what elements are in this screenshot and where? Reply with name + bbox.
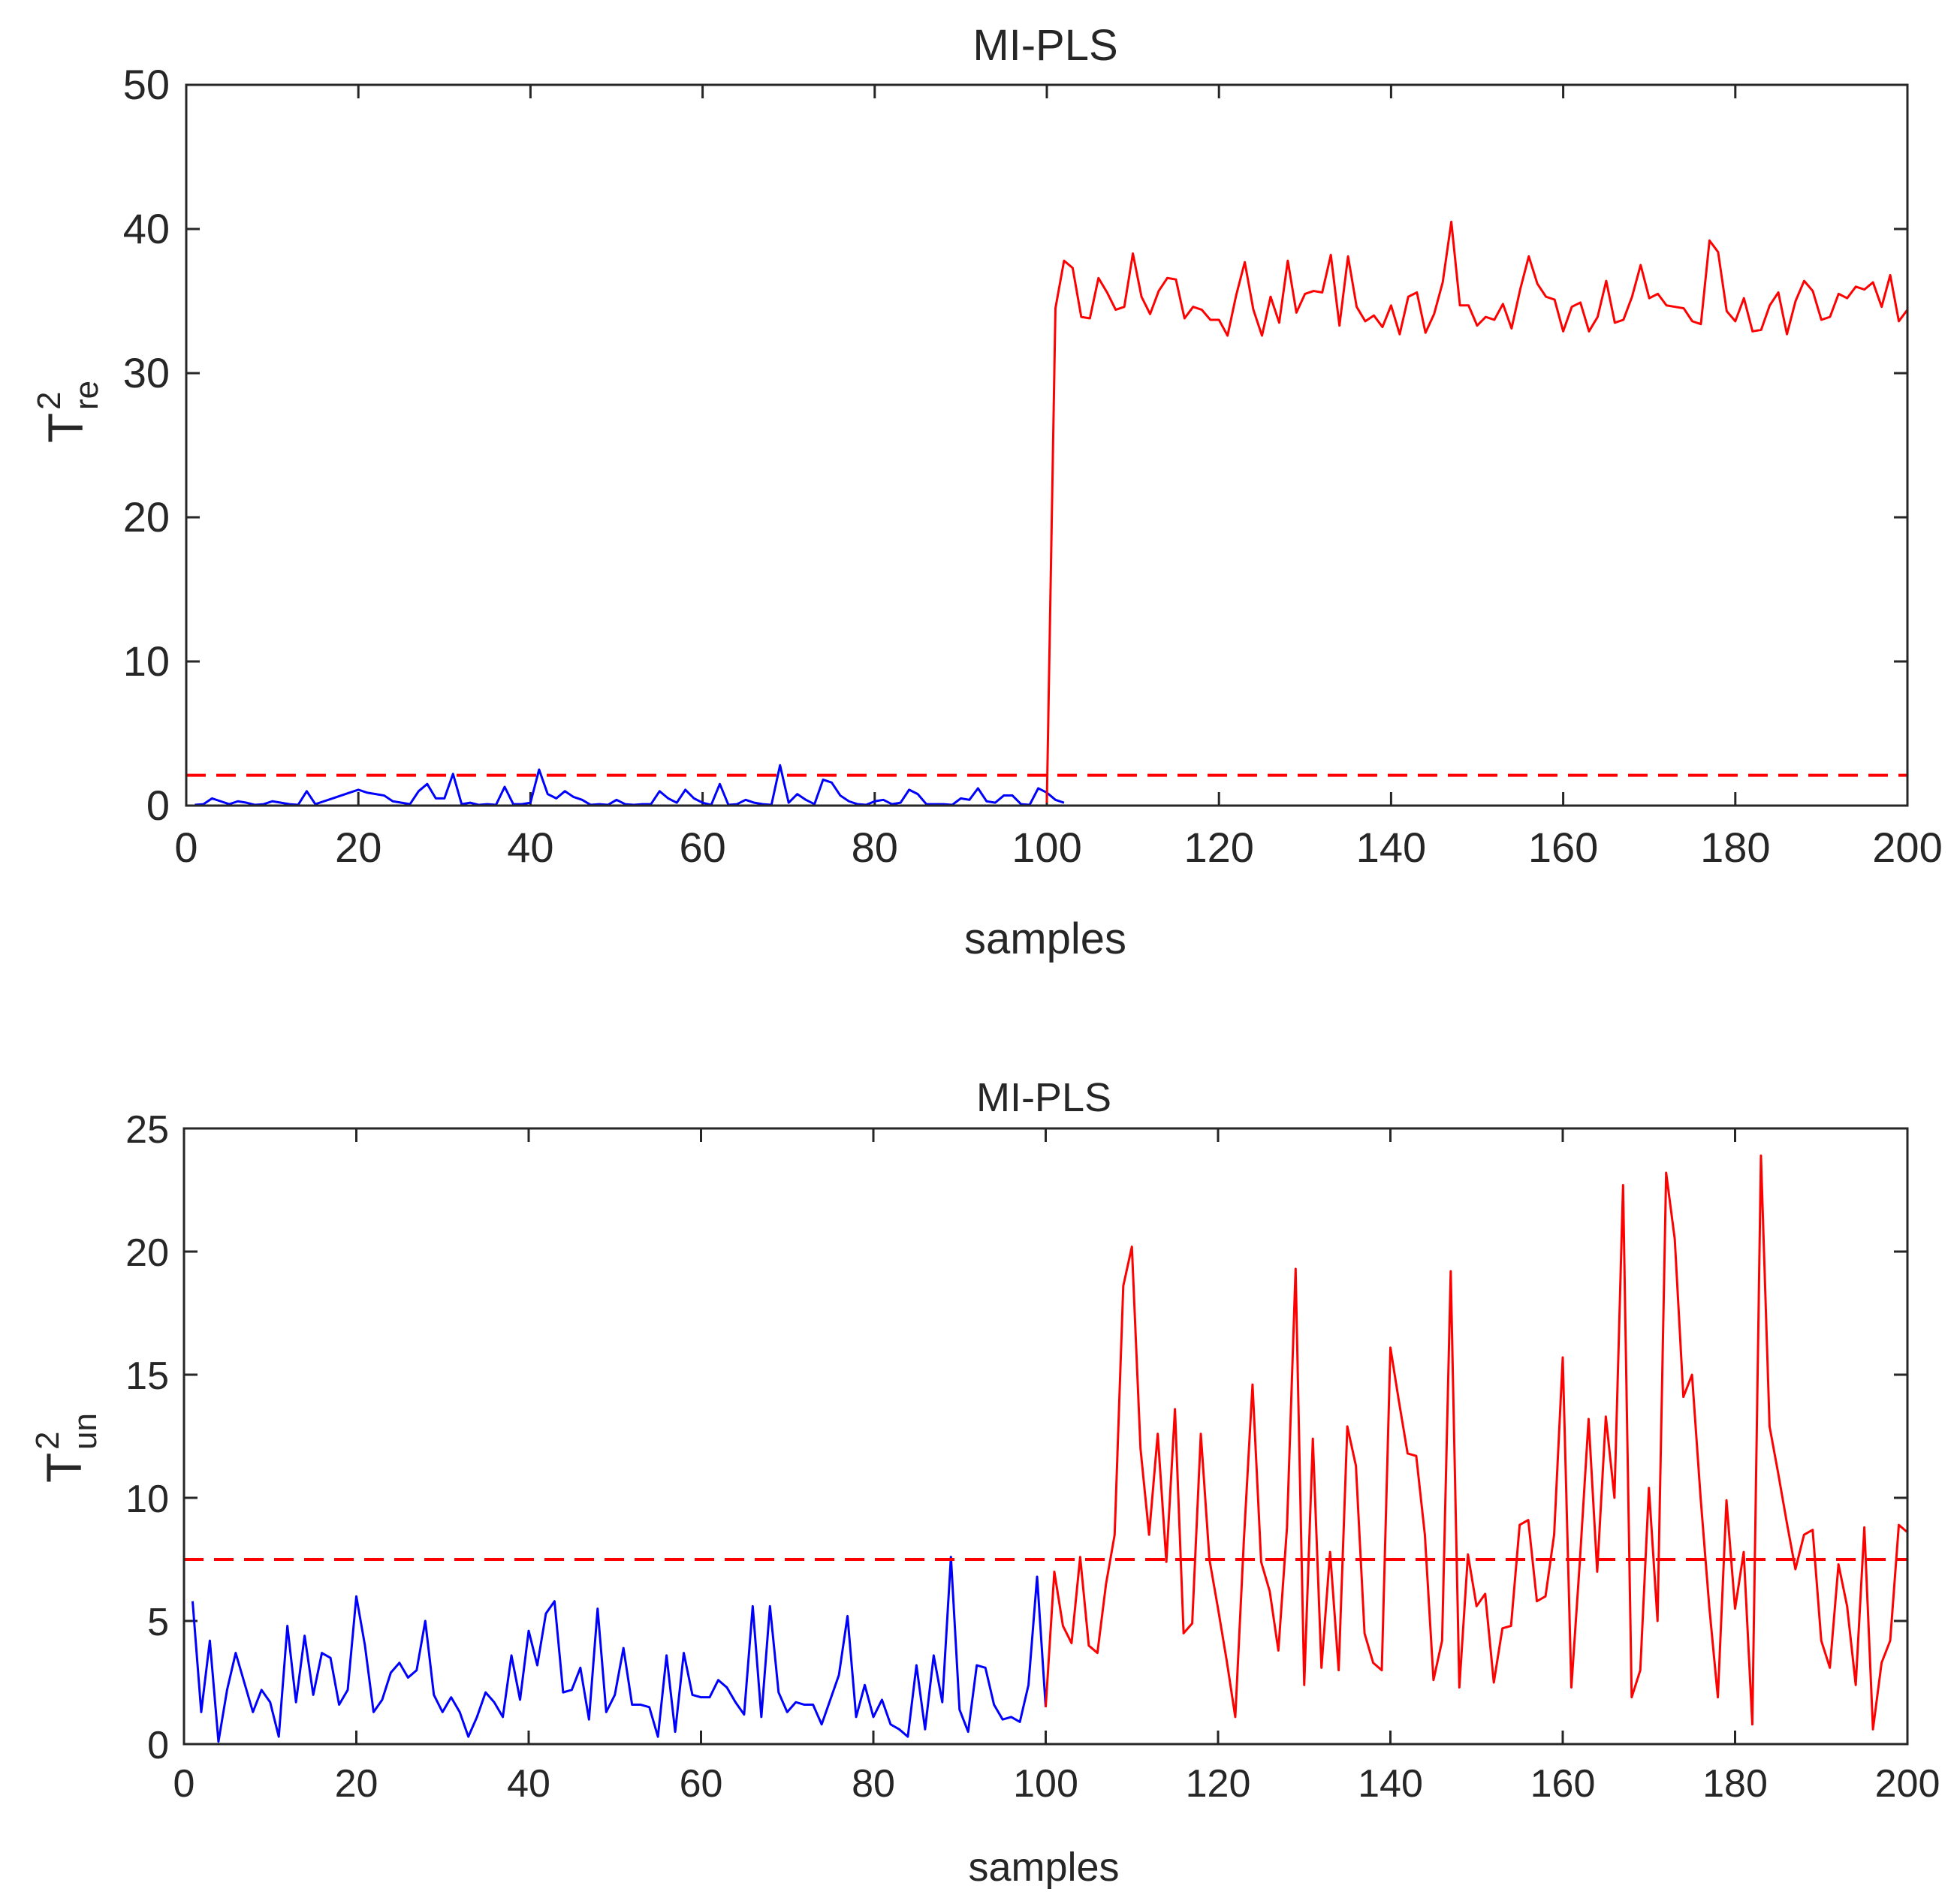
top-chart-y-tick-label: 0 — [146, 782, 170, 829]
top-chart-x-tick-label: 180 — [1700, 824, 1770, 871]
bottom-chart-y-tick-label: 5 — [147, 1601, 169, 1644]
top-chart-y-tick-label: 30 — [123, 349, 170, 396]
top-chart-x-tick-label: 20 — [335, 824, 381, 871]
top-chart-y-axis-label-sub: re — [68, 381, 105, 410]
top-chart-x-tick-label: 120 — [1184, 824, 1253, 871]
bottom-chart-y-axis-label-base: T — [36, 1453, 92, 1483]
top-chart-ticks: 0 20 40 60 80 100 120 140 160 180 200 0 10 20 30 40 50 — [123, 61, 1943, 871]
top-chart-y-tick-label: 10 — [123, 637, 170, 685]
top-chart-title: MI-PLS — [972, 21, 1117, 70]
bottom-chart-x-tick-label: 60 — [680, 1762, 723, 1806]
top-chart-x-tick-label: 140 — [1356, 824, 1426, 871]
top-chart-x-axis-label: samples — [964, 914, 1126, 963]
bottom-chart-x-tick-label: 120 — [1186, 1762, 1251, 1806]
bottom-chart-y-tick-label: 15 — [125, 1354, 169, 1398]
bottom-chart-series-normal-line — [191, 1556, 1047, 1743]
bottom-chart-x-tick-label: 40 — [507, 1762, 550, 1806]
bottom-chart-axes-box — [182, 1127, 1909, 1746]
top-chart-series-fault-line — [1045, 220, 1909, 803]
bottom-chart-y-tick-label: 0 — [147, 1724, 169, 1767]
bottom-chart-series-fault-line — [1045, 1154, 1908, 1731]
bottom-chart-x-axis-label: samples — [968, 1845, 1119, 1890]
bottom-chart-y-tick-label: 25 — [125, 1108, 169, 1152]
top-chart-y-tick-label: 40 — [123, 205, 170, 252]
top-chart-x-tick-label: 100 — [1012, 824, 1081, 871]
bottom-chart-y-tick-label: 20 — [125, 1231, 169, 1275]
bottom-chart: MI-PLS 0 20 40 60 80 100 120 140 160 180 200 0 5 10 15… — [29, 1075, 1940, 1890]
top-chart: MI-PLS 0 20 40 60 80 100 120 140 160 180 200 0 10 20 3… — [31, 21, 1943, 963]
bottom-chart-x-tick-label: 200 — [1875, 1762, 1940, 1806]
bottom-chart-x-tick-label: 80 — [852, 1762, 895, 1806]
bottom-chart-ticks: 0 20 40 60 80 100 120 140 160 180 200 0 5 10 15 20 25 — [125, 1108, 1940, 1806]
bottom-chart-x-tick-label: 100 — [1013, 1762, 1078, 1806]
top-chart-x-tick-label: 40 — [507, 824, 553, 871]
top-chart-y-tick-label: 20 — [123, 493, 170, 541]
top-chart-y-tick-label: 50 — [123, 61, 170, 108]
bottom-chart-y-axis-label: T 2 un — [29, 1413, 104, 1483]
bottom-chart-y-tick-label: 10 — [125, 1478, 169, 1521]
bottom-chart-x-tick-label: 0 — [173, 1762, 195, 1806]
bottom-chart-y-axis-label-sub: un — [67, 1413, 104, 1450]
bottom-chart-x-tick-label: 140 — [1358, 1762, 1423, 1806]
bottom-chart-x-tick-label: 180 — [1702, 1762, 1768, 1806]
bottom-chart-series — [191, 1154, 1908, 1743]
bottom-chart-x-tick-label: 160 — [1530, 1762, 1596, 1806]
top-chart-x-tick-label: 80 — [852, 824, 898, 871]
top-chart-y-axis-label-sup: 2 — [31, 392, 68, 410]
top-chart-y-axis-label: T 2 re — [31, 381, 105, 443]
bottom-chart-title: MI-PLS — [976, 1075, 1111, 1120]
bottom-chart-x-tick-label: 20 — [335, 1762, 378, 1806]
top-chart-y-axis-label-base: T — [38, 413, 93, 443]
top-chart-axes-box — [185, 83, 1909, 807]
top-chart-x-tick-label: 200 — [1872, 824, 1942, 871]
top-chart-x-tick-label: 160 — [1528, 824, 1598, 871]
top-chart-x-tick-label: 0 — [174, 824, 198, 871]
bottom-chart-y-axis-label-sup: 2 — [29, 1432, 66, 1450]
top-chart-x-tick-label: 60 — [679, 824, 725, 871]
